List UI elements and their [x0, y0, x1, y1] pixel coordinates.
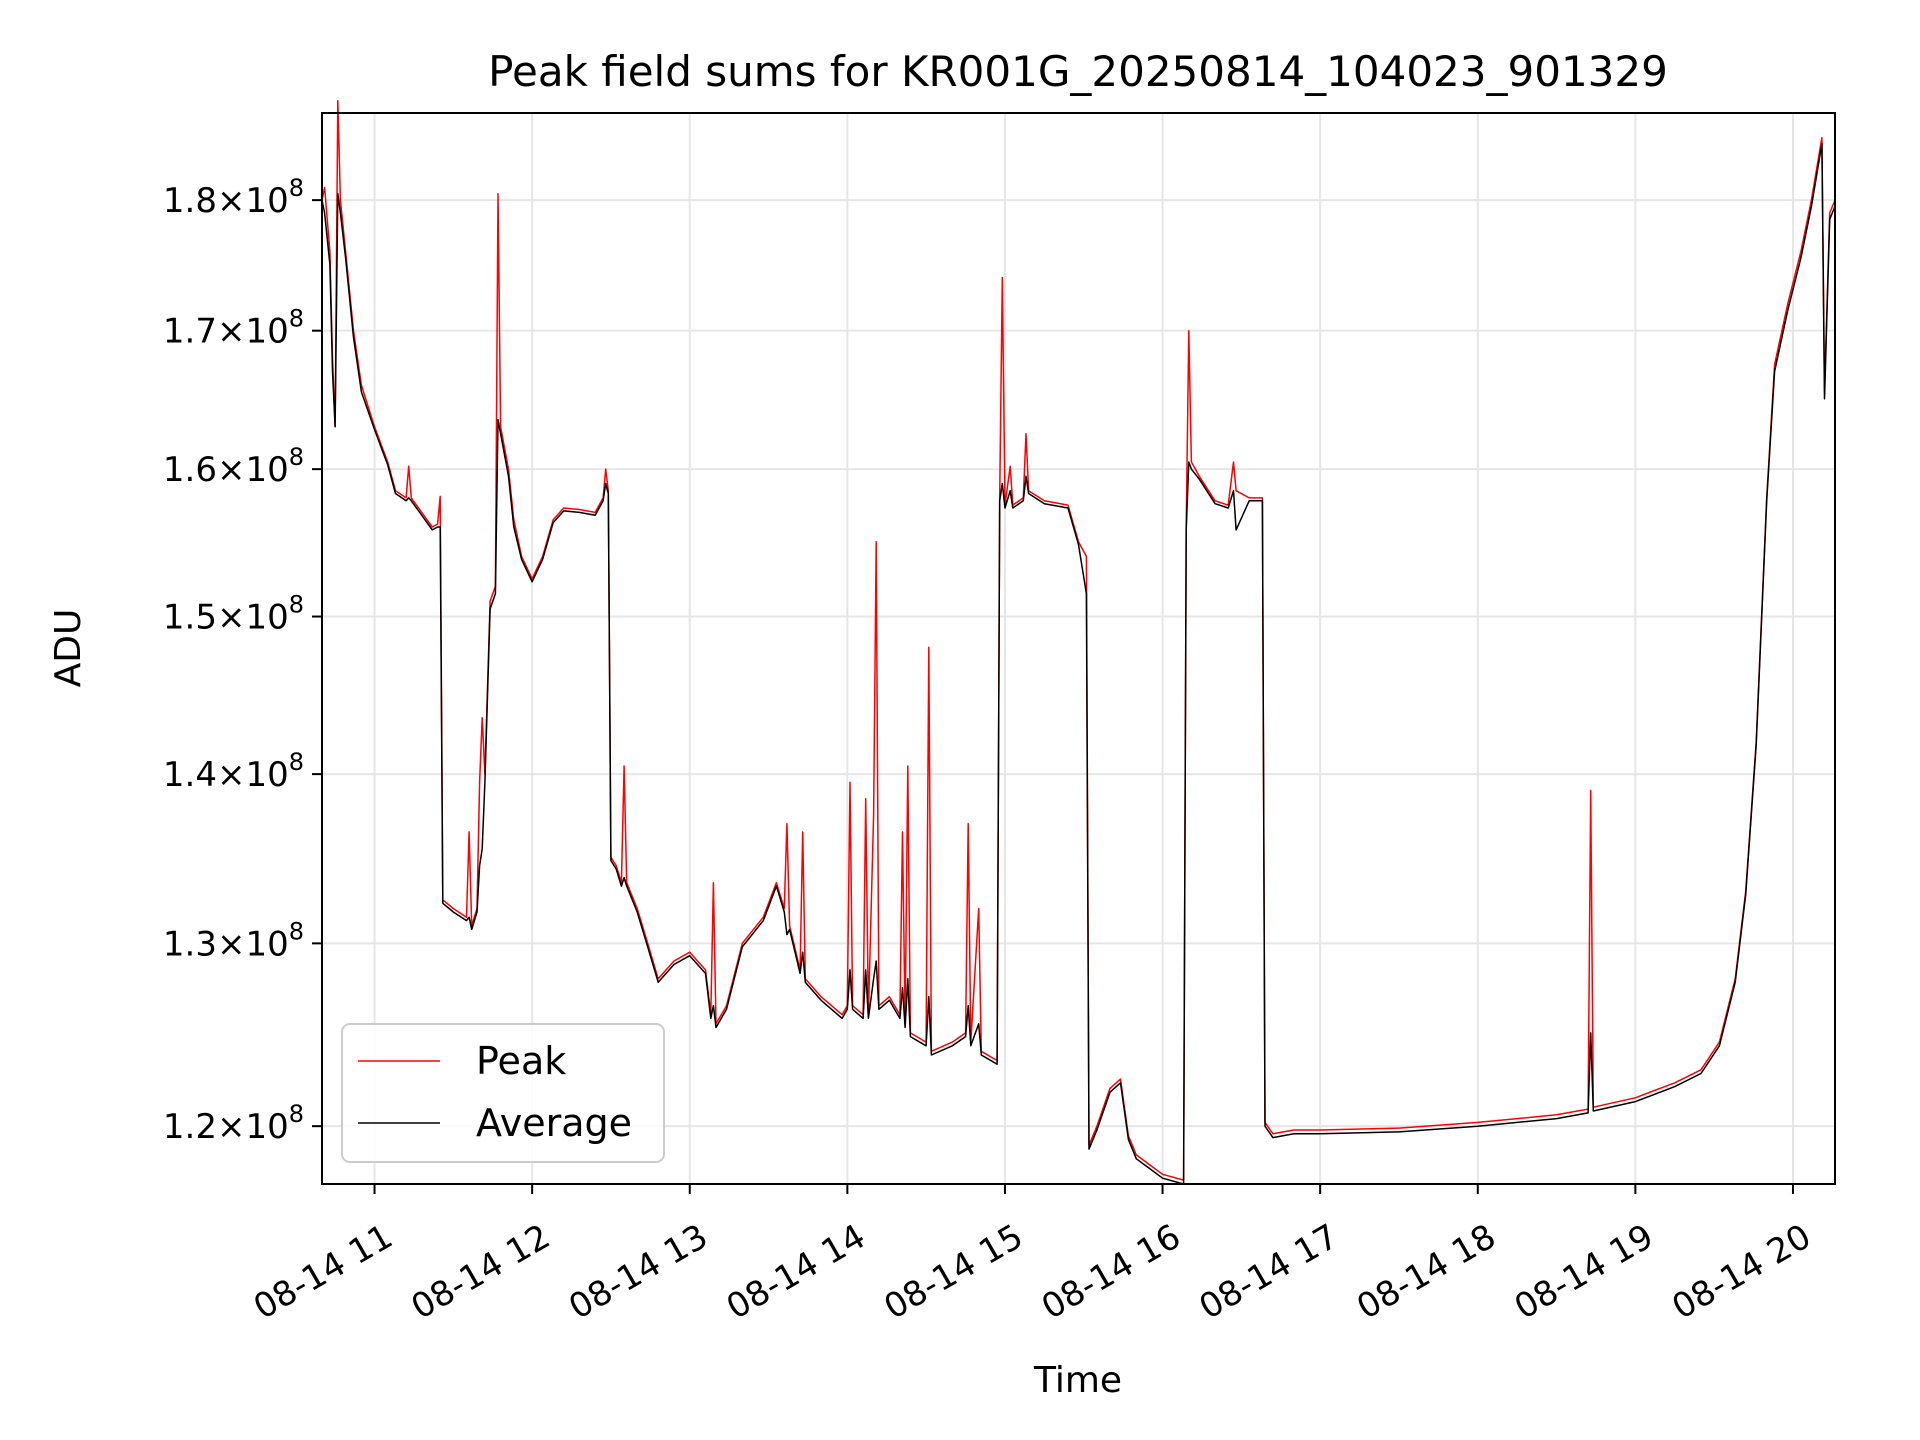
grid	[322, 113, 1835, 1184]
legend: Peak Average	[341, 1023, 665, 1163]
y-tick-label: 1.4×108	[163, 748, 304, 795]
y-axis-label: ADU	[48, 609, 89, 688]
series-layer	[321, 100, 1836, 1185]
legend-label-average: Average	[476, 1101, 632, 1145]
series-line-average	[321, 142, 1836, 1185]
y-tick-label: 1.8×108	[163, 174, 304, 221]
y-tick-label: 1.2×108	[163, 1100, 304, 1147]
plot-frame	[321, 112, 1836, 1185]
chart-title: Peak field sums for KR001G_20250814_1040…	[488, 47, 1668, 96]
y-tick-label: 1.5×108	[163, 591, 304, 638]
y-tick-label: 1.3×108	[163, 917, 304, 964]
legend-label-peak: Peak	[476, 1039, 566, 1083]
y-tick-label: 1.7×108	[163, 305, 304, 352]
x-axis-label: Time	[1033, 1360, 1122, 1401]
legend-box	[341, 1023, 665, 1163]
y-tick-label: 1.6×108	[163, 443, 304, 490]
y-axis: 1.2×108 1.3×108 1.4×108 1.5×108 1.6×108 1.7×1…	[163, 174, 322, 1147]
